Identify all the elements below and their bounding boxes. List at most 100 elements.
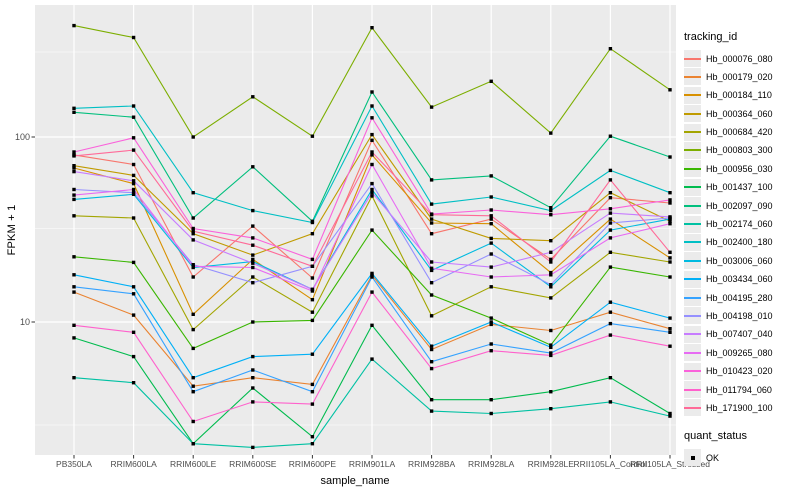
data-point bbox=[72, 169, 76, 174]
legend-key-swatch bbox=[684, 160, 701, 178]
data-point bbox=[370, 153, 374, 157]
legend-item-quant-OK: OK bbox=[684, 449, 798, 467]
data-point bbox=[191, 419, 195, 424]
data-point bbox=[668, 219, 672, 223]
legend-item-label: Hb_000184_110 bbox=[706, 90, 772, 101]
data-point bbox=[668, 201, 672, 205]
data-point bbox=[251, 257, 255, 262]
data-point bbox=[429, 398, 434, 402]
data-point bbox=[191, 191, 195, 195]
data-point bbox=[608, 228, 613, 232]
data-point bbox=[608, 196, 613, 200]
data-point bbox=[549, 343, 553, 347]
data-point bbox=[608, 265, 613, 269]
data-point bbox=[310, 220, 315, 225]
data-point bbox=[310, 382, 315, 387]
data-point bbox=[489, 214, 493, 218]
legend-item-Hb_003434_060: Hb_003434_060 bbox=[684, 270, 798, 288]
legend-item-label: Hb_010423_020 bbox=[706, 366, 773, 377]
data-point bbox=[429, 213, 434, 217]
data-point bbox=[72, 154, 76, 158]
data-point bbox=[251, 281, 255, 285]
data-point bbox=[489, 265, 493, 269]
y-tick-label: 10 bbox=[19, 317, 30, 327]
data-point bbox=[310, 402, 315, 406]
data-point bbox=[131, 381, 136, 385]
data-point bbox=[429, 221, 434, 225]
data-point bbox=[251, 261, 255, 265]
data-point bbox=[668, 215, 672, 219]
data-point bbox=[608, 376, 613, 380]
data-point bbox=[191, 384, 195, 388]
data-point bbox=[131, 285, 136, 289]
data-point bbox=[370, 271, 374, 276]
data-point bbox=[668, 275, 672, 279]
data-point bbox=[72, 255, 76, 259]
data-point bbox=[191, 312, 195, 316]
legend-color-line bbox=[684, 259, 701, 262]
legend-key-swatch bbox=[684, 215, 701, 233]
data-point bbox=[429, 366, 434, 371]
data-point bbox=[251, 236, 255, 240]
data-point bbox=[549, 407, 553, 411]
data-point bbox=[72, 285, 76, 289]
data-point bbox=[549, 239, 553, 243]
legend-key-swatch bbox=[684, 178, 701, 196]
legend-item-label: Hb_000684_420 bbox=[706, 127, 773, 138]
data-point bbox=[668, 222, 672, 226]
legend-key-swatch bbox=[684, 233, 701, 251]
data-point bbox=[429, 281, 434, 285]
legend-item-Hb_000179_020: Hb_000179_020 bbox=[684, 68, 798, 86]
legend-color-line bbox=[684, 351, 701, 354]
black-square-point-icon bbox=[690, 455, 695, 460]
data-point bbox=[370, 150, 374, 154]
legend-item-label: Hb_171900_100 bbox=[706, 402, 773, 413]
data-point bbox=[131, 173, 136, 178]
data-point bbox=[310, 318, 315, 323]
data-point bbox=[549, 250, 553, 254]
data-point bbox=[608, 236, 613, 240]
legend-color-line bbox=[684, 333, 701, 336]
data-point bbox=[668, 330, 672, 334]
data-point bbox=[608, 134, 613, 138]
data-point bbox=[668, 414, 672, 418]
data-point bbox=[489, 322, 493, 327]
data-point bbox=[429, 344, 434, 348]
data-point bbox=[429, 360, 434, 364]
data-point bbox=[131, 216, 136, 220]
data-point bbox=[668, 191, 672, 195]
legend-color-line bbox=[684, 223, 701, 226]
data-point bbox=[191, 442, 195, 446]
legend-title-tracking-id: tracking_id bbox=[684, 31, 738, 43]
legend-color-line bbox=[684, 278, 701, 281]
data-point bbox=[549, 353, 553, 358]
data-point bbox=[251, 208, 255, 213]
legend-item-label: Hb_007407_040 bbox=[706, 329, 773, 340]
data-point bbox=[668, 411, 672, 416]
data-point bbox=[549, 260, 553, 264]
data-point bbox=[72, 110, 76, 114]
data-point bbox=[131, 260, 136, 265]
data-point bbox=[310, 310, 315, 314]
data-point bbox=[608, 310, 613, 314]
data-point bbox=[608, 400, 613, 404]
data-point bbox=[489, 217, 493, 221]
legend-key-swatch bbox=[684, 307, 701, 325]
legend-item-label: Hb_003434_060 bbox=[706, 274, 773, 285]
data-point bbox=[549, 345, 553, 349]
data-point bbox=[310, 232, 315, 236]
data-point bbox=[489, 349, 493, 353]
data-point bbox=[549, 285, 553, 289]
data-point bbox=[72, 323, 76, 327]
data-point bbox=[489, 208, 493, 212]
legend-title-quant-status: quant_status bbox=[684, 430, 747, 443]
legend-item-label: Hb_000803_300 bbox=[706, 145, 773, 156]
data-point bbox=[191, 135, 195, 139]
data-point bbox=[191, 346, 195, 351]
data-point bbox=[131, 179, 136, 183]
legend-item-Hb_002400_180: Hb_002400_180 bbox=[684, 233, 798, 251]
legend-color-line bbox=[684, 388, 701, 391]
data-point bbox=[608, 207, 613, 211]
data-point bbox=[549, 270, 553, 275]
